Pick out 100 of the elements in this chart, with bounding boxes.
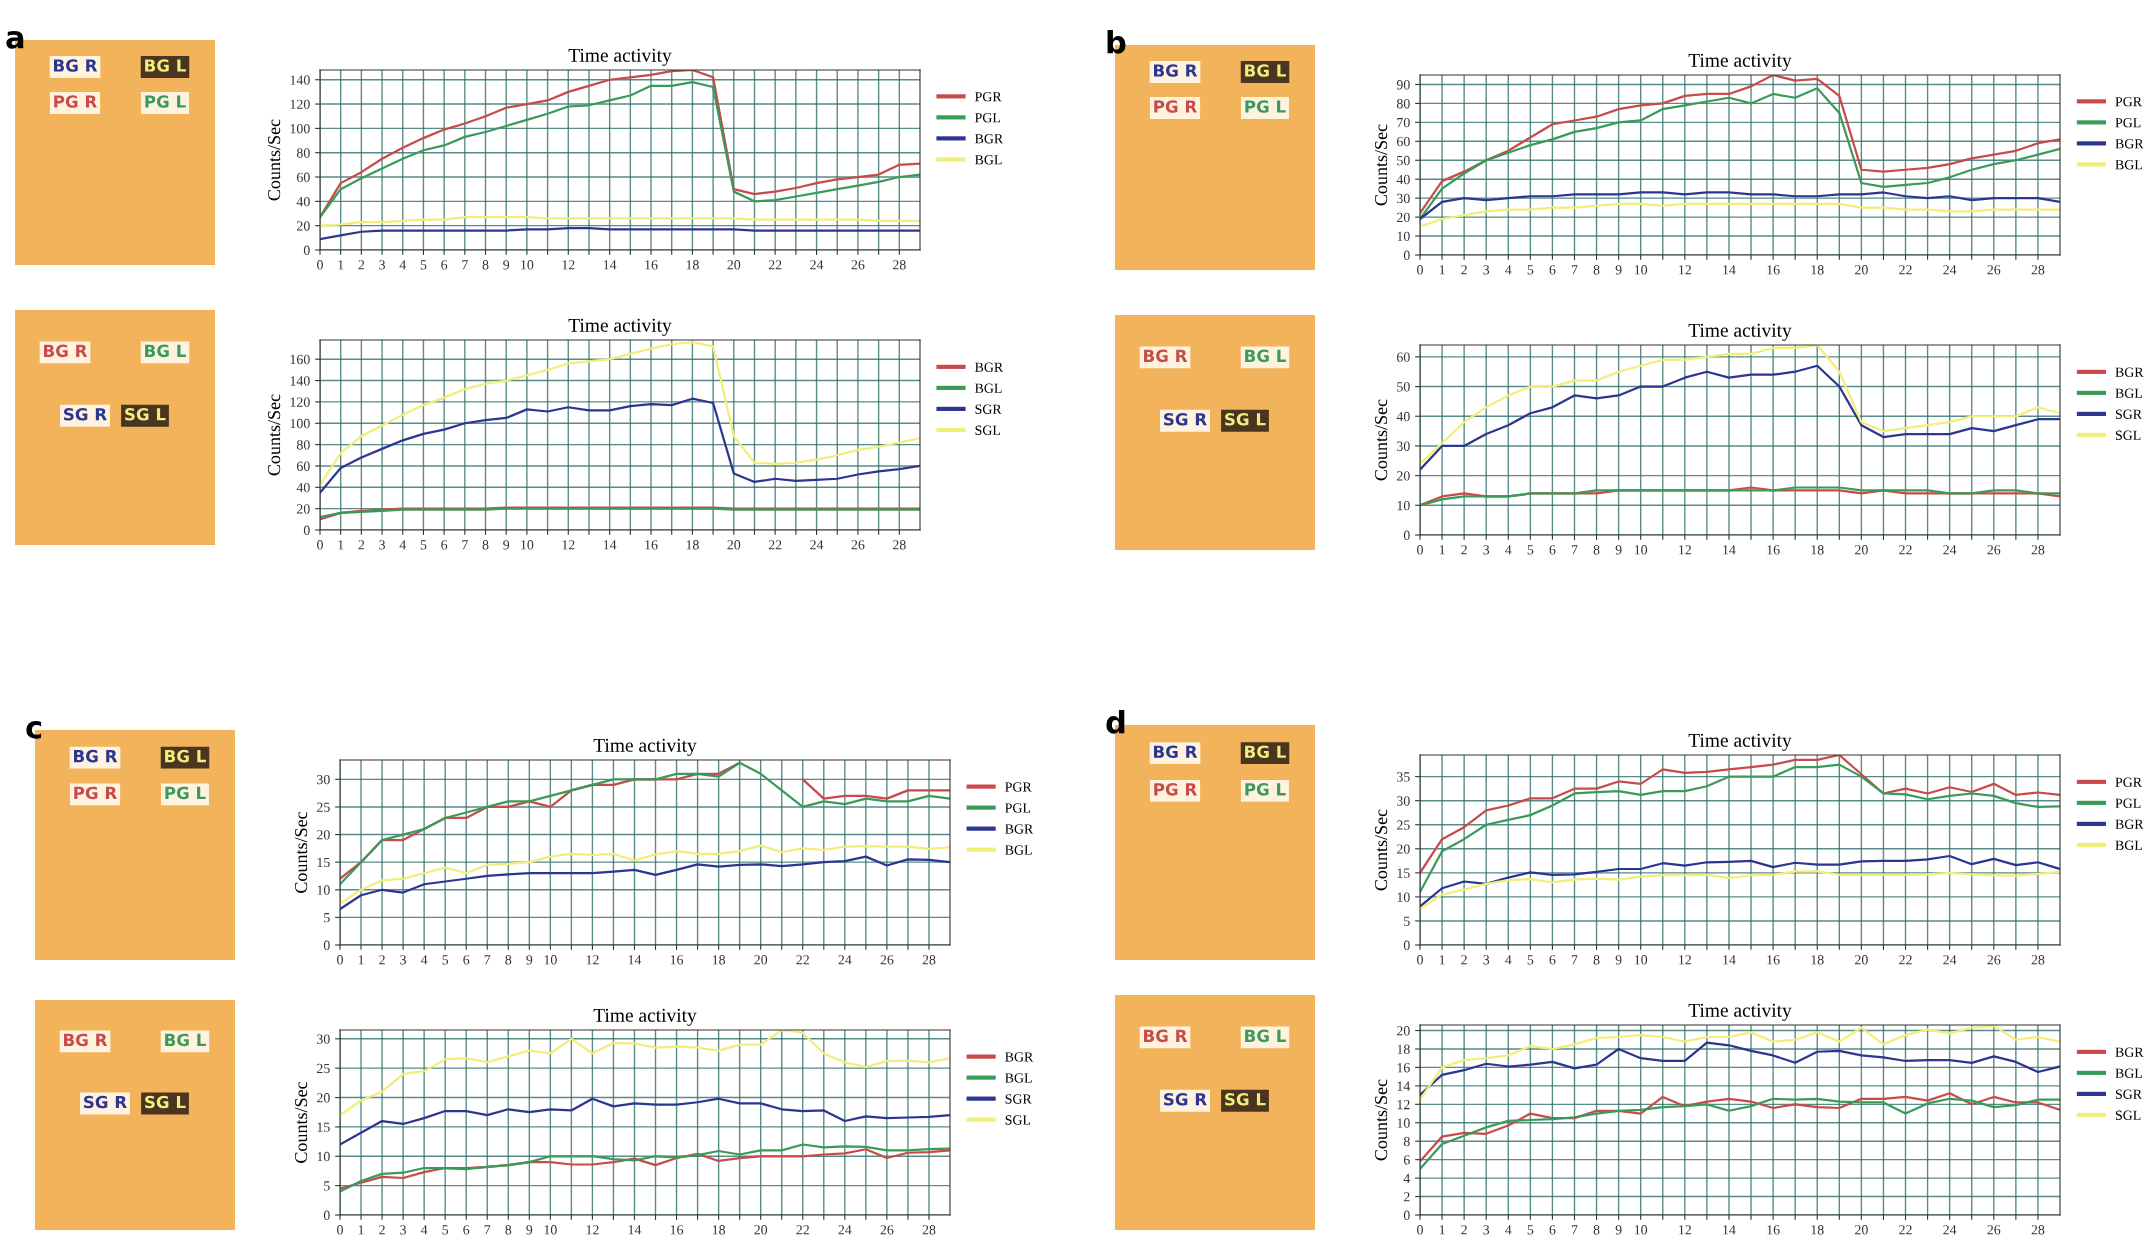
x-tick-label: 14 (628, 1225, 642, 1235)
y-tick-label: 10 (317, 885, 330, 895)
x-tick-label: 2 (379, 1225, 385, 1235)
y-tick-label: 90 (1396, 80, 1410, 90)
x-tick-label: 16 (1767, 545, 1780, 555)
text: BG R (74, 749, 118, 763)
chart-title: Time activity (568, 48, 672, 66)
text: BG L (1245, 745, 1286, 759)
y-tick-label: 18 (1397, 1044, 1410, 1054)
text: SG R (1164, 1092, 1207, 1106)
x-tick-label: 10 (521, 540, 534, 550)
x-tick-label: 28 (922, 955, 936, 965)
y-tick-label: 25 (1397, 820, 1410, 830)
y-axis-title: Counts/Sec (295, 1081, 308, 1163)
x-tick-label: 28 (2031, 1225, 2045, 1235)
y-tick-label: 80 (296, 440, 310, 450)
legend-label: BGR (975, 362, 1004, 372)
x-tick-label: 12 (586, 955, 599, 965)
text: BG R (1154, 745, 1198, 759)
x-tick-label: 22 (1899, 545, 1912, 555)
legend-label: BGL (1005, 1073, 1032, 1083)
line-series (1420, 364, 2060, 471)
x-tick-label: 22 (1899, 1225, 1912, 1235)
x-tick-label: 26 (1987, 1225, 2001, 1235)
line-series (1420, 202, 2060, 228)
legend-label: PGR (975, 92, 1002, 102)
x-tick-label: 16 (645, 540, 658, 550)
x-tick-label: 24 (1943, 545, 1957, 555)
x-tick-label: 3 (1483, 545, 1490, 555)
x-tick-label: 0 (337, 955, 343, 965)
y-tick-label: 40 (1396, 411, 1410, 422)
y-tick-label: 100 (290, 418, 310, 429)
text: SG L (145, 1095, 186, 1109)
y-tick-label: 0 (1403, 940, 1410, 950)
x-tick-label: 2 (379, 955, 385, 965)
x-tick-label: 24 (810, 540, 824, 550)
x-tick-label: 0 (1417, 1225, 1423, 1235)
text: PG L (1245, 783, 1286, 796)
y-tick-label: 80 (296, 148, 310, 158)
x-tick-label: 2 (1461, 265, 1467, 275)
legend-label: SGR (975, 404, 1002, 414)
y-tick-label: 15 (317, 857, 330, 868)
x-tick-label: 22 (1899, 265, 1912, 275)
y-tick-label: 0 (1403, 250, 1410, 260)
x-tick-label: 8 (505, 1225, 512, 1235)
x-tick-label: 22 (796, 955, 809, 965)
chart-title: Time activity (1688, 53, 1792, 71)
y-tick-label: 20 (297, 504, 310, 514)
y-tick-label: 140 (290, 376, 310, 386)
y-tick-label: 4 (1403, 1173, 1411, 1183)
y-tick-label: 10 (317, 1151, 330, 1162)
x-tick-label: 10 (1634, 1225, 1648, 1235)
x-tick-label: 14 (1723, 545, 1736, 555)
x-tick-label: 18 (712, 1225, 726, 1235)
y-tick-label: 8 (1403, 1136, 1410, 1147)
x-tick-label: 9 (526, 955, 533, 965)
legend-label: SGL (2115, 1110, 2141, 1120)
x-tick-label: 14 (628, 955, 642, 965)
x-tick-label: 22 (1899, 955, 1912, 965)
x-tick-label: 14 (603, 540, 617, 550)
text: PG L (145, 95, 186, 108)
x-tick-label: 1 (1439, 545, 1445, 555)
x-tick-label: 12 (1679, 955, 1692, 965)
y-axis-title: Counts/Sec (1375, 124, 1388, 206)
legend-label: BGL (975, 155, 1002, 165)
text: BG R (1144, 1029, 1188, 1043)
text: c (26, 721, 42, 739)
x-tick-label: 28 (2031, 265, 2045, 275)
line-series (320, 397, 920, 494)
y-tick-label: 30 (1397, 796, 1410, 806)
x-tick-label: 20 (1855, 265, 1868, 275)
y-tick-label: 20 (1397, 1026, 1410, 1036)
legend-label: BGR (2115, 139, 2144, 149)
x-tick-label: 6 (1549, 545, 1556, 555)
x-tick-label: 3 (400, 1225, 407, 1235)
x-tick-label: 1 (338, 260, 344, 270)
y-tick-label: 40 (296, 482, 310, 493)
y-axis-title: Counts/Sec (1375, 809, 1388, 891)
line-series (1420, 763, 2060, 894)
x-tick-label: 26 (851, 260, 865, 270)
y-tick-label: 0 (1403, 1210, 1410, 1220)
legend-label: BGL (2115, 160, 2142, 170)
x-tick-label: 16 (1767, 265, 1780, 275)
x-tick-label: 10 (1634, 265, 1648, 275)
y-tick-label: 50 (1397, 155, 1410, 166)
x-tick-label: 10 (544, 955, 557, 965)
y-tick-label: 60 (1396, 352, 1410, 362)
x-tick-label: 28 (892, 260, 906, 270)
text: BG R (1144, 349, 1188, 363)
x-tick-label: 16 (670, 955, 684, 965)
legend-label: SGL (975, 425, 1001, 435)
legend-label: PGL (2115, 798, 2141, 808)
x-tick-label: 26 (880, 955, 894, 965)
x-tick-label: 3 (1483, 265, 1490, 275)
x-tick-label: 5 (1527, 265, 1534, 275)
x-tick-label: 22 (768, 260, 782, 270)
line-series (1420, 870, 2060, 911)
x-tick-label: 16 (645, 260, 658, 270)
x-tick-label: 7 (1571, 1225, 1578, 1235)
y-tick-label: 30 (317, 1034, 330, 1044)
